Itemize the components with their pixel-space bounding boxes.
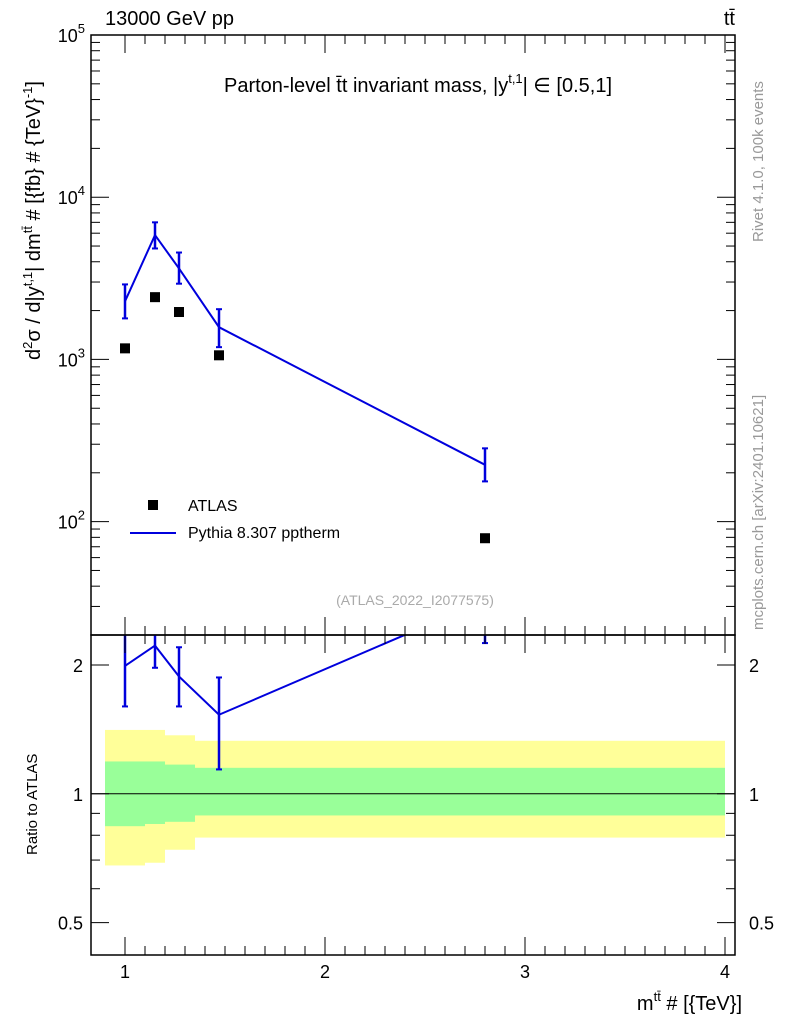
ratio-band-inner xyxy=(195,767,245,816)
x-tick-label: 1 xyxy=(120,962,130,982)
plot-title: Parton-level t̄t invariant mass, |yt,1| … xyxy=(224,71,612,97)
legend: ATLAS Pythia 8.307 pptherm xyxy=(130,498,340,542)
y-tick-label: 104 xyxy=(58,183,85,208)
y-tick-label: 103 xyxy=(58,345,85,370)
x-tick-label: 4 xyxy=(720,962,730,982)
ratio-panel: 1 2 3 4 0.5 0.5 1 1 2 2 xyxy=(58,634,774,982)
atlas-data-point xyxy=(480,533,490,544)
main-panel: 102 103 104 105 xyxy=(58,21,736,636)
x-axis-label: mtt̄ # [{TeV}] xyxy=(637,989,742,1015)
atlas-data-point xyxy=(214,350,224,361)
collision-label: 13000 GeV pp xyxy=(105,8,234,30)
ratio-y-tick-label-right: 1 xyxy=(749,785,759,805)
atlas-data-point xyxy=(150,292,160,303)
ratio-band-inner xyxy=(145,761,165,824)
main-frame xyxy=(90,34,736,636)
x-tick-label: 2 xyxy=(320,962,330,982)
ratio-y-tick-label: 0.5 xyxy=(58,914,83,934)
ratio-y-tick-label-right: 0.5 xyxy=(749,914,774,934)
process-label: tt̄ xyxy=(724,8,736,30)
ratio-band-inner xyxy=(165,764,195,822)
y-tick-label: 102 xyxy=(58,508,85,533)
legend-marker-atlas xyxy=(148,500,158,510)
ratio-frame xyxy=(90,634,736,956)
ratio-band-inner xyxy=(245,767,725,816)
ratio-y-tick-label: 2 xyxy=(73,656,83,676)
rivet-version-label: Rivet 4.1.0, 100k events xyxy=(750,81,767,242)
ratio-y-tick-label: 1 xyxy=(73,785,83,805)
atlas-data-point xyxy=(174,307,184,318)
ratio-y-tick-label-right: 2 xyxy=(749,656,759,676)
legend-label-atlas: ATLAS xyxy=(188,498,238,515)
analysis-watermark: (ATLAS_2022_I2077575) xyxy=(336,592,494,608)
y-tick-label: 105 xyxy=(58,21,85,46)
x-tick-label: 3 xyxy=(520,962,530,982)
y-axis-label: d2σ / d|yt,1| dmtt̄ # [{fb} # {TeV}-1] xyxy=(20,81,45,360)
mcplots-label: mcplots.cern.ch [arXiv:2401.10621] xyxy=(750,395,767,630)
atlas-data-point xyxy=(120,343,130,354)
ratio-y-axis-label: Ratio to ATLAS xyxy=(24,754,41,855)
legend-label-pythia: Pythia 8.307 pptherm xyxy=(188,525,340,542)
